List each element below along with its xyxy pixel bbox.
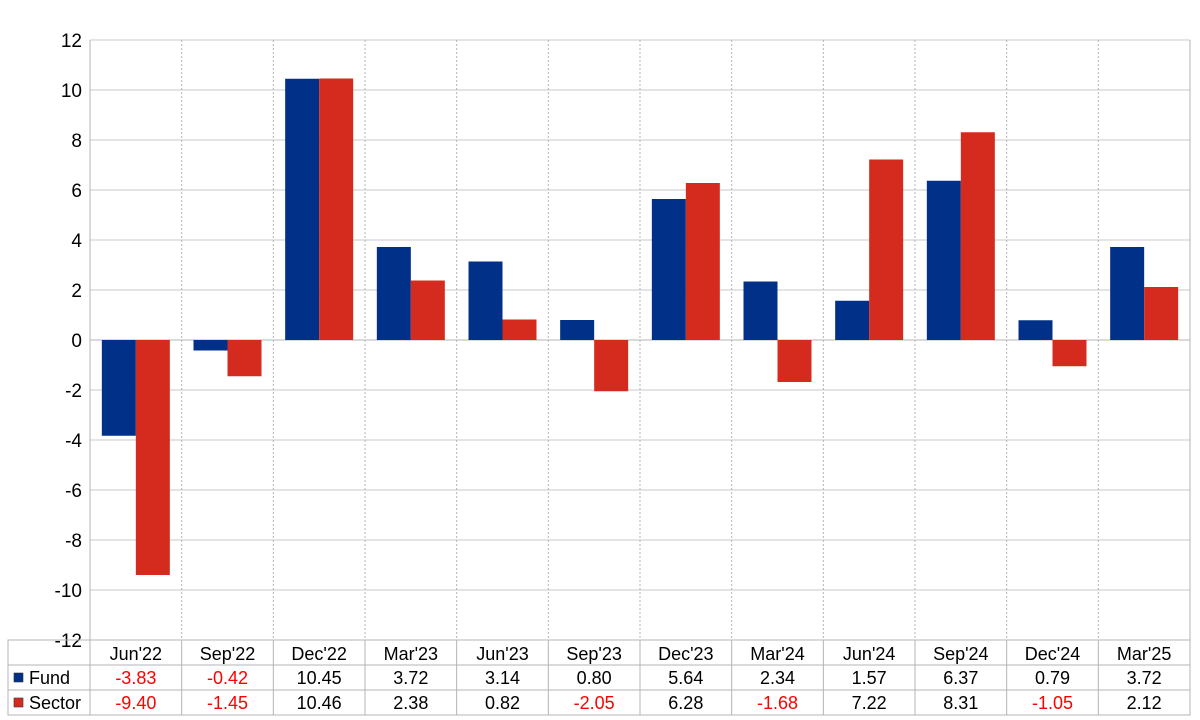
x-tick-label: Mar'24 <box>750 644 804 664</box>
bar-sector-11 <box>1144 287 1179 340</box>
bar-fund-9 <box>926 180 961 340</box>
x-tick-label: Dec'23 <box>658 644 713 664</box>
data-label-sector: 2.12 <box>1127 693 1162 713</box>
data-label-sector: 8.31 <box>943 693 978 713</box>
y-tick-label: 10 <box>61 81 82 102</box>
data-label-sector: 0.82 <box>485 693 520 713</box>
bar-fund-2 <box>285 78 320 340</box>
data-label-sector: -1.05 <box>1032 693 1073 713</box>
data-label-sector: -9.40 <box>115 693 156 713</box>
bar-sector-9 <box>960 132 995 340</box>
y-tick-label: -6 <box>65 481 82 502</box>
x-tick-label: Mar'23 <box>384 644 438 664</box>
gridlines <box>89 39 1191 641</box>
bars <box>101 78 1179 575</box>
y-tick-label: 12 <box>61 31 82 52</box>
data-label-fund: 3.14 <box>485 668 520 688</box>
y-tick-label: 0 <box>71 331 82 352</box>
bar-fund-4 <box>468 261 503 340</box>
data-label-fund: 3.72 <box>393 668 428 688</box>
data-label-fund: 3.72 <box>1127 668 1162 688</box>
x-tick-label: Sep'24 <box>933 644 989 664</box>
bar-sector-5 <box>594 340 629 392</box>
bar-fund-5 <box>560 320 595 340</box>
data-label-fund: 10.45 <box>297 668 342 688</box>
y-axis: -12 -10 -8 -6 -4 -2 0 2 4 6 8 10 12 <box>55 31 83 652</box>
legend-label-sector: Sector <box>29 693 81 713</box>
bar-fund-6 <box>651 199 686 340</box>
x-tick-label: Sep'23 <box>566 644 622 664</box>
data-label-fund: -3.83 <box>115 668 156 688</box>
y-tick-label: -12 <box>55 631 82 652</box>
data-label-sector: 6.28 <box>668 693 703 713</box>
x-tick-label: Jun'24 <box>843 644 895 664</box>
data-label-fund: 5.64 <box>668 668 703 688</box>
y-tick-label: 8 <box>71 131 82 152</box>
bar-sector-1 <box>227 340 262 377</box>
bar-sector-4 <box>502 319 537 340</box>
data-label-sector: -1.68 <box>757 693 798 713</box>
data-table: Jun'22 Sep'22 Dec'22 Mar'23 Jun'23 Sep'23 Dec'… <box>7 639 1191 716</box>
bar-sector-7 <box>777 340 812 382</box>
x-tick-label: Dec'24 <box>1025 644 1080 664</box>
x-tick-label: Mar'25 <box>1117 644 1171 664</box>
data-label-sector: -2.05 <box>574 693 615 713</box>
bar-sector-0 <box>135 340 170 575</box>
x-tick-label: Sep'22 <box>200 644 256 664</box>
y-tick-label: -8 <box>65 531 82 552</box>
data-label-sector: 2.38 <box>393 693 428 713</box>
bar-fund-8 <box>835 300 870 340</box>
data-label-sector: -1.45 <box>207 693 248 713</box>
y-tick-label: -10 <box>55 581 82 602</box>
bar-sector-2 <box>319 78 354 340</box>
bar-sector-8 <box>869 159 904 340</box>
data-label-fund: 0.79 <box>1035 668 1070 688</box>
bar-fund-10 <box>1018 320 1053 340</box>
bar-sector-6 <box>685 183 720 340</box>
bar-fund-7 <box>743 281 778 340</box>
legend-swatch-fund <box>13 672 24 683</box>
data-label-sector: 10.46 <box>297 693 342 713</box>
x-tick-label: Jun'22 <box>110 644 162 664</box>
bar-fund-11 <box>1110 247 1145 340</box>
bar-fund-0 <box>101 340 136 436</box>
data-label-fund: 6.37 <box>943 668 978 688</box>
legend-label-fund: Fund <box>29 668 70 688</box>
bar-fund-3 <box>376 247 411 340</box>
data-label-fund: 0.80 <box>577 668 612 688</box>
y-tick-label: 2 <box>71 281 82 302</box>
data-label-fund: 2.34 <box>760 668 795 688</box>
bar-sector-10 <box>1052 340 1087 367</box>
x-tick-label: Dec'22 <box>291 644 346 664</box>
data-label-sector: 7.22 <box>852 693 887 713</box>
x-tick-label: Jun'23 <box>476 644 528 664</box>
data-label-fund: -0.42 <box>207 668 248 688</box>
data-label-fund: 1.57 <box>852 668 887 688</box>
y-tick-label: 4 <box>71 231 82 252</box>
legend-swatch-sector <box>13 697 24 708</box>
y-tick-label: -2 <box>65 381 82 402</box>
y-tick-label: -4 <box>65 431 82 452</box>
bar-sector-3 <box>410 280 445 340</box>
y-tick-label: 6 <box>71 181 82 202</box>
bar-fund-1 <box>193 340 228 351</box>
